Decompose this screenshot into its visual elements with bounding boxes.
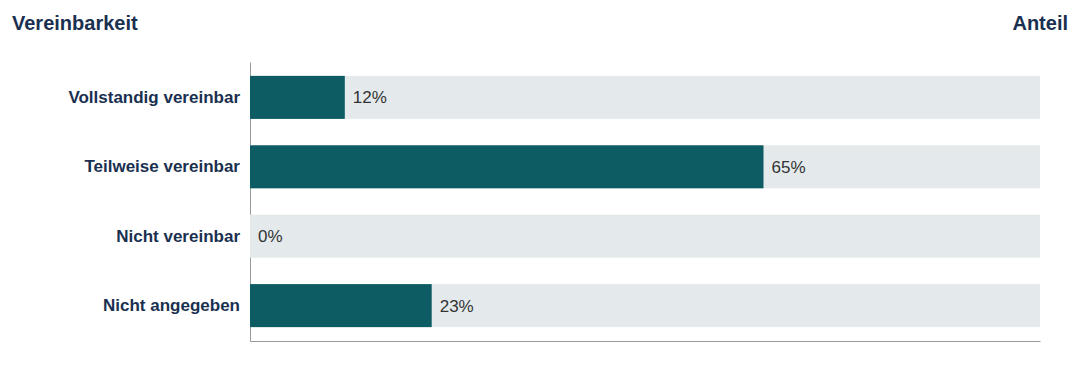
data-labels: 12% 65% 0% 23%: [258, 88, 806, 315]
x-axis-title: Anteil: [1012, 12, 1068, 34]
y-tick: Nicht angegeben: [103, 296, 250, 315]
data-label: 0%: [258, 227, 283, 246]
y-tick: Vollstandig vereinbar: [68, 88, 250, 107]
bar: [250, 215, 251, 258]
plot: Vollstandig vereinbar Teilweise vereinbar…: [68, 63, 1040, 342]
y-axis-title: Vereinbarkeit: [12, 12, 138, 34]
track: [250, 284, 1040, 327]
track: [250, 145, 1040, 188]
bar: [250, 145, 764, 188]
data-label: 65%: [772, 158, 806, 177]
category-label: Nicht angegeben: [103, 296, 240, 315]
track: [250, 215, 1040, 258]
chart: Vollstandig vereinbar Teilweise vereinbar…: [0, 0, 1080, 365]
category-label: Vollstandig vereinbar: [68, 88, 240, 107]
bar: [250, 284, 432, 327]
x-axis-line: [251, 341, 1041, 342]
x-axis: [251, 341, 1041, 342]
y-tick: Teilweise vereinbar: [84, 157, 250, 176]
category-label: Nicht vereinbar: [116, 227, 240, 246]
track: [250, 76, 1040, 119]
data-label: 12%: [353, 88, 387, 107]
data-label: 23%: [440, 297, 474, 316]
bar: [250, 76, 345, 119]
bars: [250, 76, 1040, 327]
y-tick: Nicht vereinbar: [116, 227, 250, 246]
y-axis: Vollstandig vereinbar Teilweise vereinbar…: [68, 63, 250, 342]
category-label: Teilweise vereinbar: [84, 157, 240, 176]
